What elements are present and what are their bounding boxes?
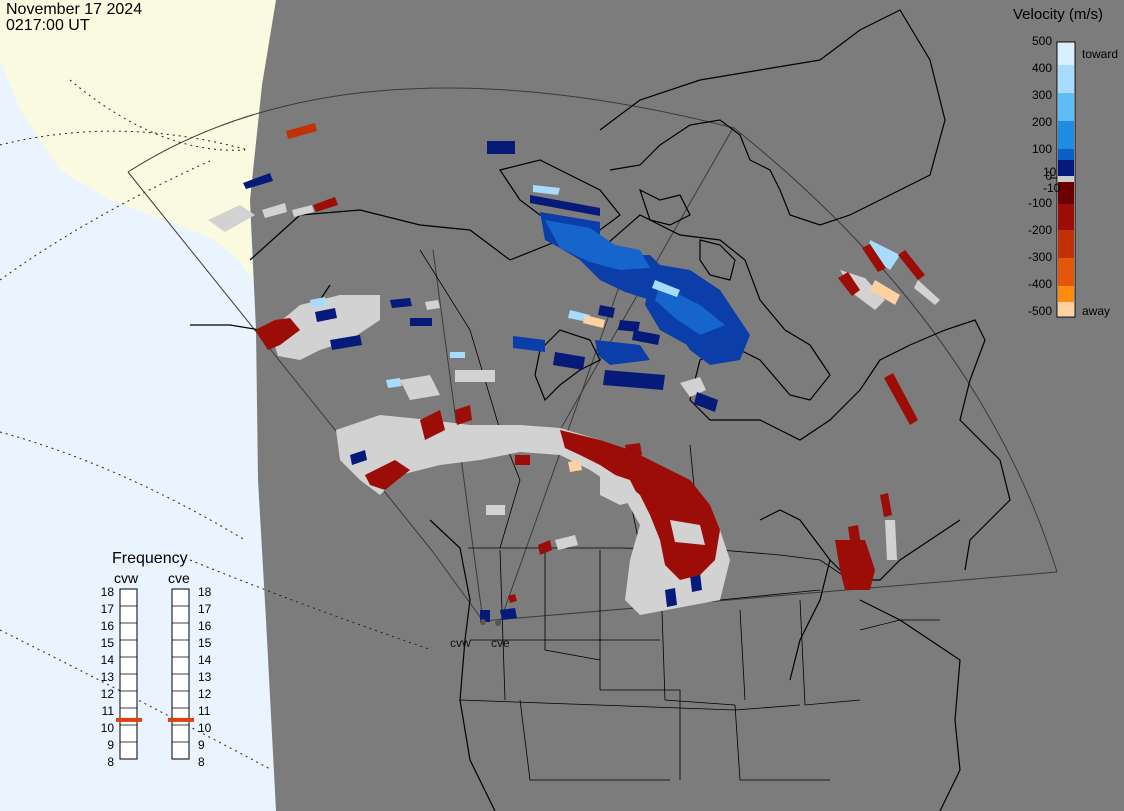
frequency-scale-value: 15 [198,636,212,650]
velocity-tick: -10 [1043,181,1061,195]
velocity-tick: 400 [1031,61,1052,75]
radar-echoes [208,123,940,622]
frequency-scale-value: 10 [198,721,212,735]
velocity-tick: 300 [1031,88,1052,102]
cvw-frequency-marker [116,717,142,722]
frequency-scale-value: 11 [101,704,114,718]
land-area [250,0,1124,811]
frequency-scale-value: 14 [100,653,114,667]
velocity-tick: -100 [1027,196,1052,210]
cve-frequency-marker [168,717,194,722]
frequency-scale-value: 12 [100,687,114,701]
velocity-tick: 10 [1043,165,1057,179]
velocity-tick: 500 [1031,34,1052,48]
frequency-scale-value: 12 [198,687,212,701]
frequency-scale-value: 13 [198,670,212,684]
frequency-scale-value: 15 [100,636,114,650]
toward-label: toward [1082,47,1119,61]
frequency-right-label: cve [168,570,190,586]
frequency-scale-value: 17 [100,602,114,616]
velocity-legend-title: Velocity (m/s) [1013,6,1104,23]
frequency-panel [116,588,194,760]
frequency-scale-value: 14 [198,653,212,667]
frequency-scale-value: 16 [198,619,212,633]
velocity-tick: 0 [1045,169,1052,183]
frequency-scale-value: 17 [198,602,212,616]
frequency-scale-value: 8 [198,755,205,769]
frequency-title: Frequency [112,550,188,567]
frequency-scale-value: 18 [198,585,212,599]
radar-site-marker [480,619,486,625]
velocity-colorbar [1050,41,1076,318]
velocity-tick: 100 [1031,142,1052,156]
radar-site-label-east: cve [491,636,510,650]
frequency-scale-value: 11 [198,704,211,718]
velocity-tick: -200 [1027,223,1052,237]
velocity-tick: -500 [1027,304,1052,318]
frequency-scale-value: 9 [107,738,114,752]
velocity-tick: -300 [1027,250,1052,264]
frequency-scale-value: 13 [100,670,114,684]
away-label: away [1082,304,1111,318]
radar-site-label-west: cvw [450,636,471,650]
velocity-tick: 200 [1031,115,1052,129]
frequency-scale-value: 18 [100,585,114,599]
frequency-scale-value: 8 [107,755,114,769]
map-date: November 17 2024 [6,1,143,18]
frequency-scale-value: 16 [100,619,114,633]
map-time: 0217:00 UT [6,17,90,34]
frequency-left-label: cvw [114,570,139,586]
velocity-tick: -400 [1027,277,1052,291]
frequency-scale-value: 9 [198,738,205,752]
frequency-scale-value: 10 [100,721,114,735]
radar-site-marker [495,620,501,626]
